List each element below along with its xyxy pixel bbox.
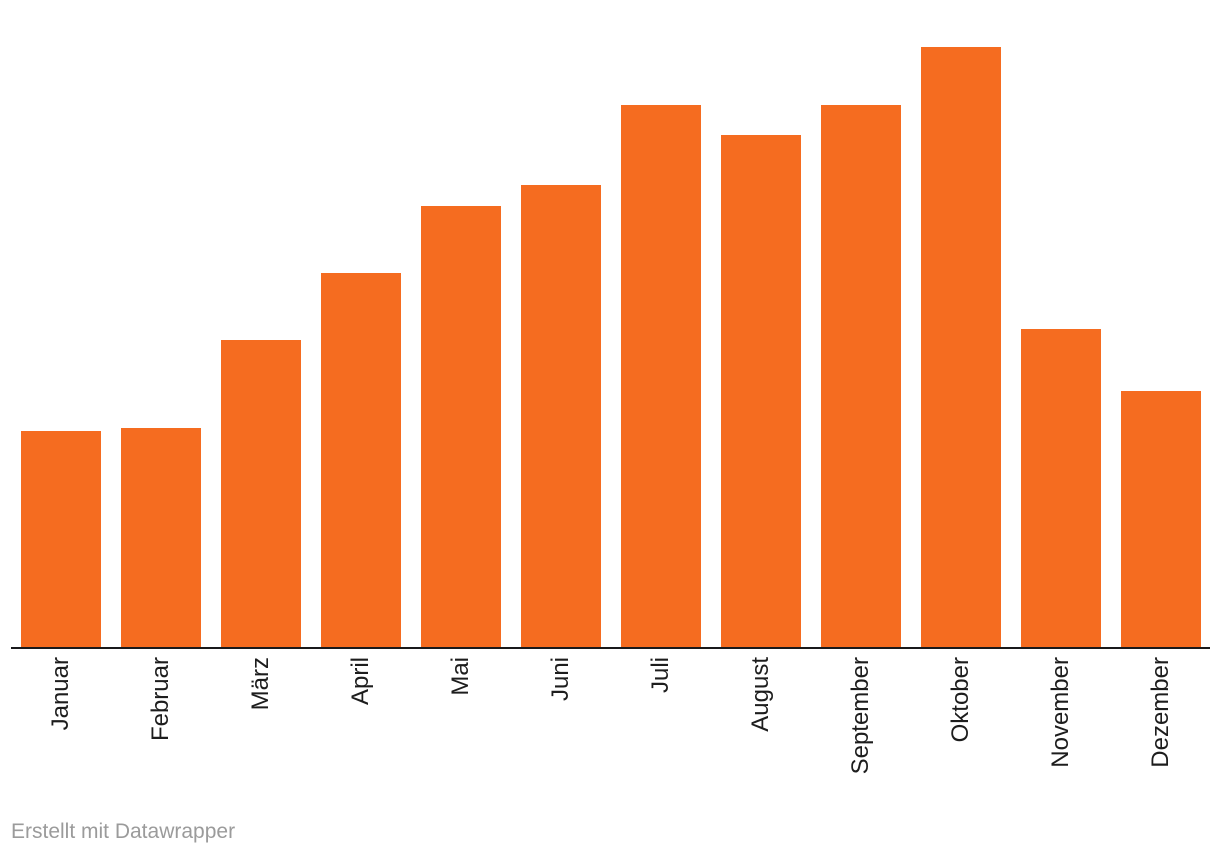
bar-juni	[520, 184, 601, 647]
datawrapper-attribution-link[interactable]: Erstellt mit Datawrapper	[11, 820, 236, 843]
x-axis-label-oktober: Oktober	[946, 657, 974, 743]
bar-januar	[20, 431, 101, 647]
x-axis-label-februar: Februar	[146, 657, 174, 742]
x-axis-label-mai: Mai	[446, 657, 474, 696]
x-axis-label-märz: März	[246, 657, 274, 711]
bar-november	[1020, 329, 1101, 647]
x-axis-label-september: September	[846, 657, 874, 775]
bar-juli	[620, 105, 701, 647]
bar-oktober	[920, 46, 1001, 647]
bar-dezember	[1120, 390, 1201, 647]
bar-februar	[120, 428, 201, 647]
bar-august	[720, 134, 801, 647]
bar-mai	[420, 206, 501, 647]
bar-märz	[220, 339, 301, 647]
bar-april	[320, 273, 401, 647]
x-axis-label-juni: Juni	[546, 657, 574, 702]
bar-september	[820, 105, 901, 647]
x-axis-label-dezember: Dezember	[1146, 657, 1174, 768]
x-axis-label-april: April	[346, 657, 374, 706]
x-axis-label-januar: Januar	[46, 657, 74, 731]
x-axis-label-august: August	[746, 657, 774, 732]
x-axis-label-juli: Juli	[646, 657, 674, 694]
x-axis-label-november: November	[1046, 657, 1074, 768]
x-axis-baseline	[11, 646, 1210, 650]
